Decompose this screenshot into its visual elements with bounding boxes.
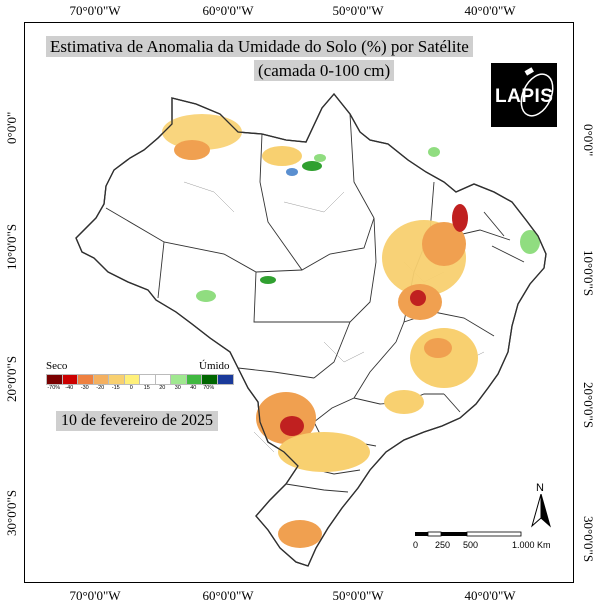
lat-label-left-30s: 30°0'0"S (4, 489, 19, 536)
brazil-map (75, 92, 547, 567)
scale-tick-0: 0 (413, 540, 419, 550)
scale-tick-250: 250 (435, 540, 451, 550)
lon-label-top-50w: 50°0'0"W (332, 3, 384, 18)
legend-swatch (216, 374, 234, 385)
wet-anomalies (196, 147, 540, 302)
legend: Seco Úmido -70% -40 -30 -20 -15 0 15 20 30 40 70% (46, 360, 236, 400)
lon-label-bottom-50w: 50°0'0"W (332, 588, 384, 603)
north-arrow: N (528, 482, 554, 528)
lon-label-top-40w: 40°0'0"W (464, 3, 516, 18)
north-arrow-icon (531, 494, 551, 528)
date-label: 10 de fevereiro de 2025 (56, 411, 218, 431)
legend-swatch-label: -40 (65, 385, 74, 391)
lat-label-right-20s: 20°0'0"S (581, 382, 596, 429)
logo-text: LAPIS (495, 86, 554, 107)
lon-label-top-60w: 60°0'0"W (202, 3, 254, 18)
scale-tick-500: 500 (463, 540, 479, 550)
legend-dry-label: Seco (46, 360, 68, 372)
lon-label-bottom-40w: 40°0'0"W (464, 588, 516, 603)
legend-swatch-label: -30 (80, 385, 89, 391)
dry-anomalies (162, 114, 478, 548)
legend-wet-label: Úmido (199, 360, 230, 372)
lapis-logo: LAPIS (491, 63, 557, 127)
lon-label-top-70w: 70°0'0"W (69, 3, 121, 18)
legend-swatch-label: 40 (190, 385, 197, 391)
scale-bar: 0 250 500 1.000 Km (413, 531, 564, 561)
map-title: Estimativa de Anomalia da Umidade do Sol… (46, 36, 473, 57)
lon-label-bottom-60w: 60°0'0"W (202, 588, 254, 603)
lat-label-right-10s: 10°0'0"S (581, 250, 596, 297)
lat-label-right-0: 0°0'0" (581, 124, 596, 157)
lat-label-left-20s: 20°0'0"S (4, 355, 19, 402)
legend-swatch-label: -20 (96, 385, 105, 391)
legend-swatch-label: 20 (159, 385, 166, 391)
legend-swatch-label: 15 (143, 385, 150, 391)
lat-label-left-0: 0°0'0" (4, 111, 19, 144)
legend-swatch-label: 30 (174, 385, 181, 391)
north-label: N (536, 482, 544, 494)
map-subtitle: (camada 0-100 cm) (254, 60, 395, 81)
satellite-icon (520, 67, 554, 117)
lat-label-right-30s: 30°0'0"S (581, 516, 596, 563)
legend-swatch-label: -15 (111, 385, 120, 391)
lat-label-left-10s: 10°0'0"S (4, 223, 19, 270)
scale-tick-1000: 1.000 Km (512, 540, 551, 550)
legend-swatch-label: 0 (129, 385, 133, 391)
legend-swatch-label: 70% (203, 385, 215, 391)
lon-label-bottom-70w: 70°0'0"W (69, 588, 121, 603)
legend-swatch-label: -70% (47, 385, 61, 391)
scale-bar-graphic (415, 531, 522, 537)
